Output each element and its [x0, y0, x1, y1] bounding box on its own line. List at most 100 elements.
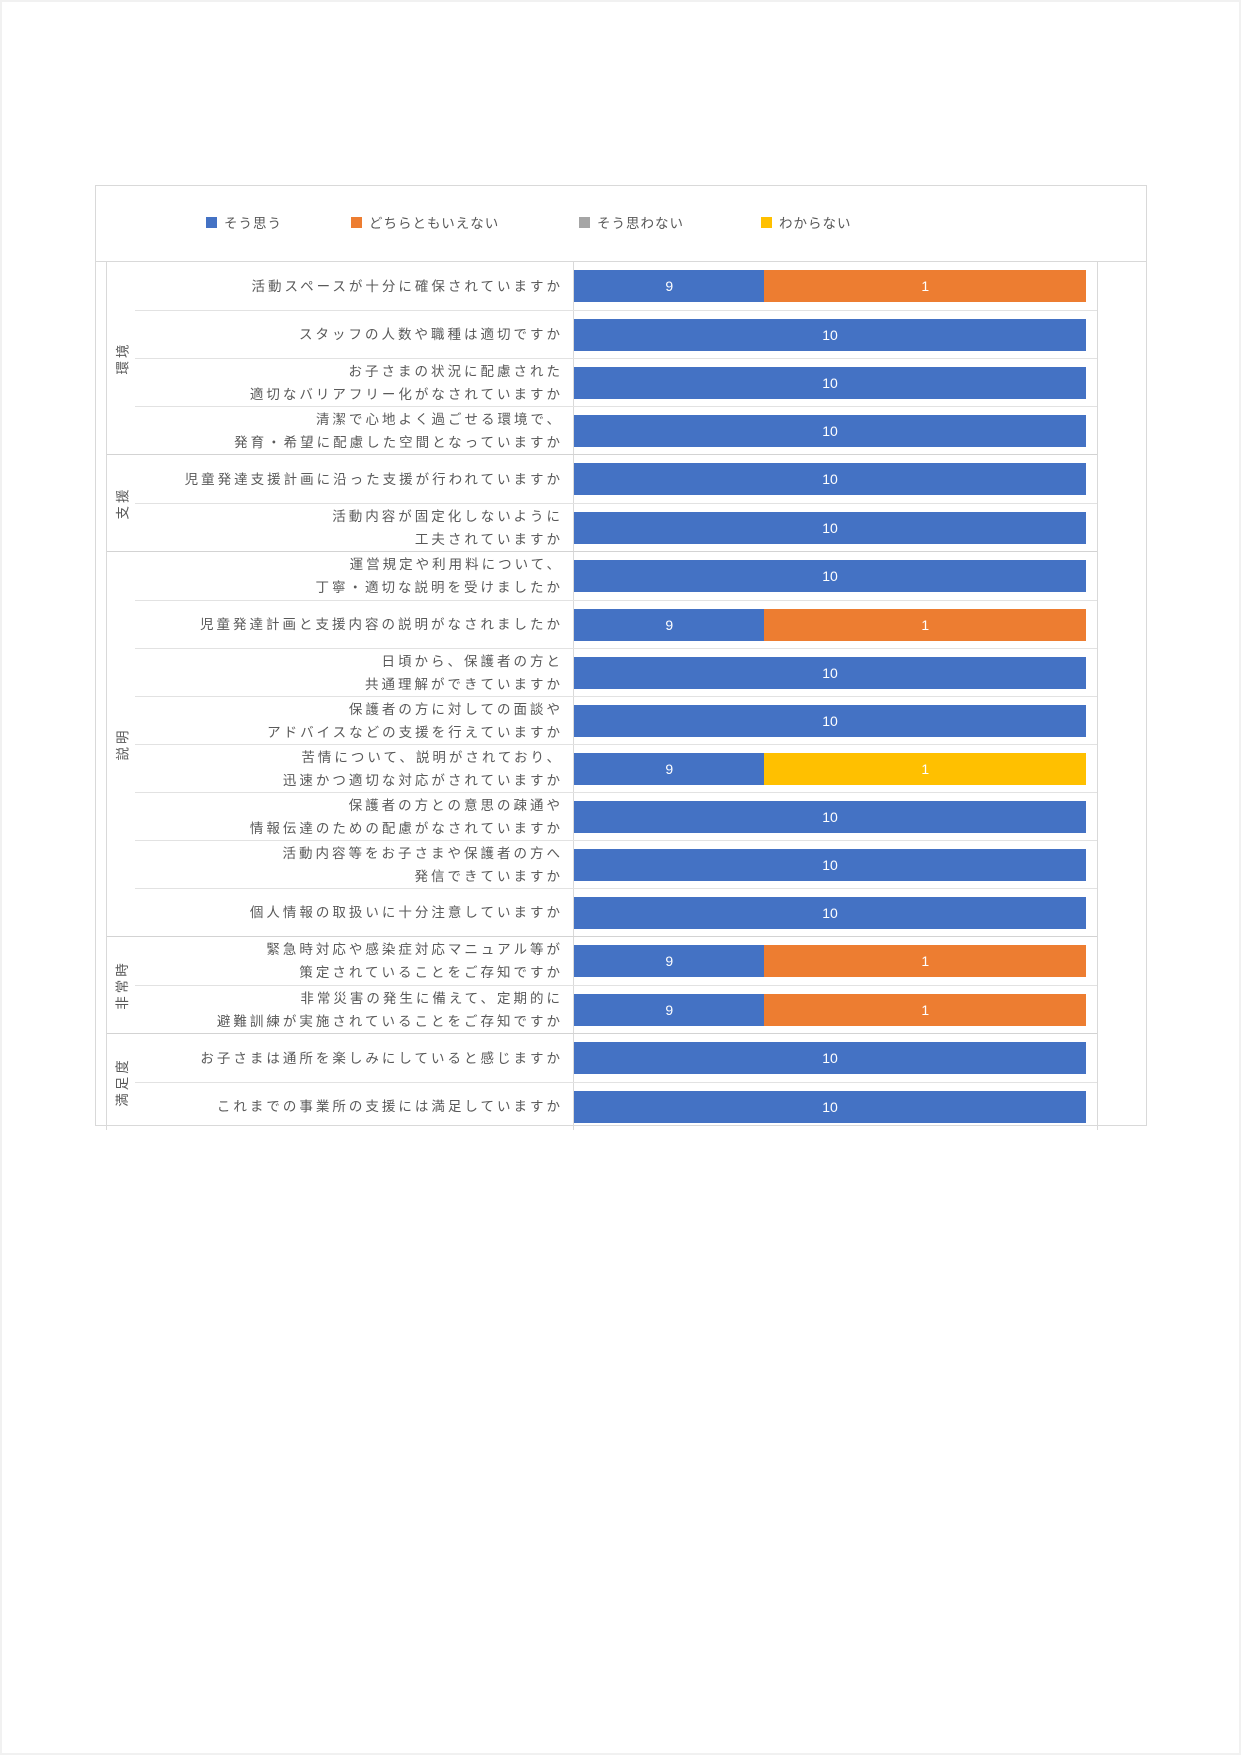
- table-row: 活動内容等をお子さまや保護者の方へ 発信できていますか 10: [135, 840, 1097, 888]
- table-row: 個人情報の取扱いに十分注意していますか 10: [135, 888, 1097, 936]
- bar-track: 10: [574, 366, 1086, 399]
- plot-area: 10: [573, 793, 1097, 840]
- question-line: 個人情報の取扱いに十分注意していますか: [249, 905, 563, 920]
- question-label: 清潔で心地よく過ごせる環境で、 発育・希望に配慮した空間となっていますか: [135, 407, 573, 454]
- question-label: 活動内容が固定化しないように工夫されていますか: [135, 504, 573, 551]
- bar-value-label: 9: [665, 278, 674, 294]
- bar-value-label: 10: [822, 519, 838, 536]
- bar-value-label: 1: [921, 278, 930, 294]
- question-line: 活動スペースが十分に確保されていますか: [251, 278, 563, 294]
- bar-segment: 10: [574, 704, 1086, 737]
- category-label: 非常時: [115, 960, 130, 1010]
- table-row: お子さまは通所を楽しみにしていると感じますか 10: [135, 1034, 1097, 1082]
- bar-segment: 9: [574, 993, 765, 1026]
- bar-segment: 10: [574, 896, 1086, 929]
- group-rows: 運営規定や利用料について、 丁寧・適切な説明を受けましたか 10 児童発達計画と支援内…: [135, 552, 1097, 936]
- bar-segment: 10: [574, 800, 1086, 833]
- bar-track: 10: [574, 463, 1086, 495]
- question-line: 活動内容が固定化しないように: [332, 508, 563, 524]
- plot-area: 10: [573, 552, 1097, 600]
- bar-segment: 10: [574, 414, 1086, 447]
- legend-item-agree: そう思う: [206, 212, 282, 232]
- group-rows: 児童発達支援計画に沿った支援が行われていますか 10 活動内容が固定化しないように工…: [135, 455, 1097, 551]
- question-line: 緊急時対応や感染症対応マニュアル等が: [266, 942, 563, 957]
- question-line: 発信できていますか: [414, 868, 563, 884]
- category-label: 説明: [115, 727, 130, 761]
- plot-area: 10: [573, 649, 1097, 696]
- table-row: 運営規定や利用料について、 丁寧・適切な説明を受けましたか 10: [135, 552, 1097, 600]
- bar-value-label: 10: [822, 1050, 838, 1066]
- group-rows: 緊急時対応や感染症対応マニュアル等が 策定されていることをご存知ですか 9 1 非常災害…: [135, 937, 1097, 1033]
- question-line: 児童発達計画と支援内容の説明がなされましたか: [200, 617, 563, 632]
- category-column: 環境: [107, 262, 135, 454]
- bar-track: 10: [574, 656, 1086, 689]
- question-label: お子さまは通所を楽しみにしていると感じますか: [135, 1034, 573, 1082]
- bar-segment: 10: [574, 656, 1086, 689]
- bar-track: 10: [574, 560, 1086, 592]
- bar-track: 10: [574, 704, 1086, 737]
- question-line: 共通理解ができていますか: [365, 676, 563, 692]
- legend-color-swatch: [579, 216, 590, 228]
- bar-segment: 9: [574, 945, 765, 977]
- plot-area: 10: [573, 504, 1097, 551]
- plot-area: 10: [573, 1034, 1097, 1082]
- category-label: 満足度: [115, 1057, 130, 1107]
- plot-area: 10: [573, 359, 1097, 406]
- bar-segment: 9: [574, 270, 765, 302]
- question-line: 運営規定や利用料について、: [349, 557, 563, 572]
- question-label: 運営規定や利用料について、 丁寧・適切な説明を受けましたか: [135, 552, 573, 600]
- question-label: 個人情報の取扱いに十分注意していますか: [135, 889, 573, 936]
- bar-value-label: 10: [822, 326, 838, 343]
- bar-segment: 1: [764, 752, 1086, 785]
- question-line: 保護者の方との意思の疎通や: [348, 797, 563, 813]
- bar-value-label: 10: [822, 664, 838, 681]
- bar-segment: 10: [574, 511, 1086, 544]
- question-line: 清潔で心地よく過ごせる環境で、: [316, 411, 563, 427]
- bar-value-label: 9: [665, 760, 674, 777]
- question-label: 保護者の方に対しての面談や アドバイスなどの支援を行えていますか: [135, 697, 573, 744]
- category-column: 支援: [107, 455, 135, 551]
- bar-track: 10: [574, 1042, 1086, 1074]
- bar-value-label: 10: [822, 712, 838, 729]
- bar-value-label: 10: [822, 904, 838, 921]
- bar-segment: 10: [574, 1090, 1086, 1123]
- table-row: 苦情について、説明がされており、 迅速かつ適切な対応がされていますか 9 1: [135, 744, 1097, 792]
- question-line: 非常災害の発生に備えて、定期的に: [300, 990, 563, 1006]
- question-label: 日頃から、保護者の方と 共通理解ができていますか: [135, 649, 573, 696]
- bar-track: 10: [574, 1090, 1086, 1123]
- table-row: 活動スペースが十分に確保されていますか 9 1: [135, 262, 1097, 310]
- question-line: 情報伝達のための配慮がなされていますか: [249, 820, 563, 836]
- plot-area: 10: [573, 697, 1097, 744]
- question-label: 保護者の方との意思の疎通や情報伝達のための配慮がなされていますか: [135, 793, 573, 840]
- category-group: 環境 活動スペースが十分に確保されていますか 9 1 スタッフの人数や職種は適切ですか 1…: [107, 262, 1097, 454]
- question-label: 非常災害の発生に備えて、定期的に 避難訓練が実施されていることをご存知ですか: [135, 986, 573, 1033]
- chart-rows: 環境 活動スペースが十分に確保されていますか 9 1 スタッフの人数や職種は適切ですか 1…: [106, 262, 1098, 1130]
- bar-track: 10: [574, 800, 1086, 833]
- bar-segment: 10: [574, 318, 1086, 351]
- category-column: 満足度: [107, 1034, 135, 1130]
- plot-area: 10: [573, 311, 1097, 358]
- bar-value-label: 9: [665, 953, 674, 969]
- legend-item-unknown: わからない: [761, 212, 852, 232]
- question-line: 工夫されていますか: [414, 531, 563, 547]
- question-label: 苦情について、説明がされており、 迅速かつ適切な対応がされていますか: [135, 745, 573, 792]
- question-label: これまでの事業所の支援には満足していますか: [135, 1083, 573, 1130]
- question-label: スタッフの人数や職種は適切ですか: [135, 311, 573, 358]
- table-row: 保護者の方に対しての面談や アドバイスなどの支援を行えていますか 10: [135, 696, 1097, 744]
- bar-value-label: 10: [822, 1098, 838, 1115]
- question-line: 保護者の方に対しての面談や: [348, 701, 563, 717]
- bar-segment: 9: [574, 752, 765, 785]
- bar-value-label: 10: [822, 471, 838, 487]
- bar-track: 10: [574, 511, 1086, 544]
- question-label: 児童発達支援計画に沿った支援が行われていますか: [135, 455, 573, 503]
- table-row: これまでの事業所の支援には満足していますか 10: [135, 1082, 1097, 1130]
- plot-area: 10: [573, 455, 1097, 503]
- bar-value-label: 1: [921, 760, 930, 777]
